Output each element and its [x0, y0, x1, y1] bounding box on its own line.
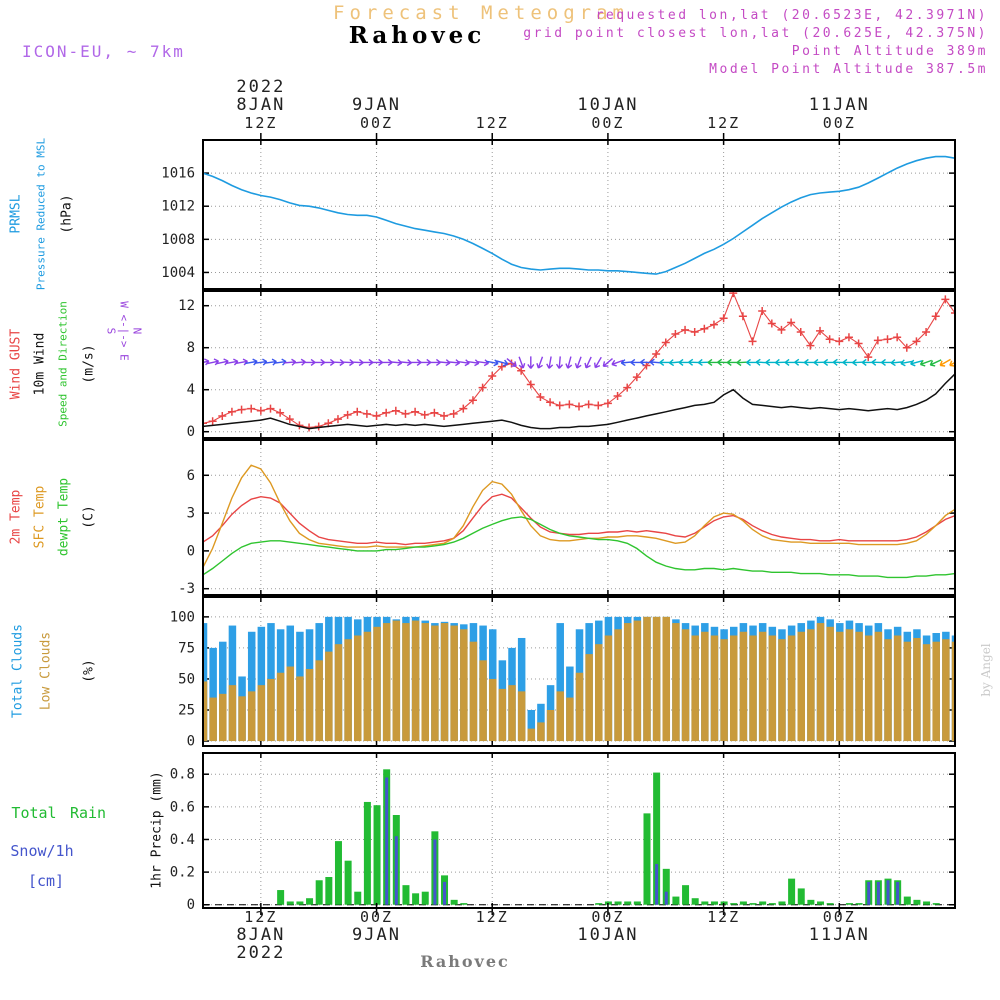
svg-text:10JAN: 10JAN	[577, 95, 638, 115]
svg-text:12Z: 12Z	[476, 114, 509, 132]
prmsl-line	[203, 155, 955, 275]
svg-text:0: 0	[187, 734, 195, 750]
svg-text:75: 75	[178, 640, 195, 656]
svg-text:00Z: 00Z	[360, 908, 393, 926]
svg-text:1016: 1016	[161, 166, 195, 182]
total-rain-label-2: Rain	[69, 804, 107, 822]
svg-text:8JAN: 8JAN	[236, 95, 285, 115]
svg-text:2022: 2022	[236, 77, 285, 97]
svg-text:12Z: 12Z	[244, 908, 277, 926]
svg-text:10JAN: 10JAN	[577, 925, 638, 945]
svg-text:00Z: 00Z	[823, 114, 856, 132]
station-title: Rahovec	[348, 22, 486, 49]
svg-text:00Z: 00Z	[360, 114, 393, 132]
svg-text:50: 50	[178, 671, 195, 687]
model-point-altitude: Model Point Altitude 387.5m	[709, 62, 988, 77]
cm-unit-label: [cm]	[27, 872, 65, 890]
snow-label: Snow/1h	[10, 842, 74, 860]
grid-point-coordinates: grid point closest lon,lat (20.625E, 42.…	[523, 26, 988, 41]
svg-text:0: 0	[187, 424, 195, 440]
svg-text:12Z: 12Z	[707, 908, 740, 926]
point-altitude: Point Altitude 389m	[791, 44, 988, 59]
requested-coordinates: requested lon,lat (20.6523E, 42.3971N)	[595, 8, 988, 23]
watermark: by Angel	[979, 643, 993, 697]
low-clouds-bars	[203, 616, 955, 742]
svg-text:9JAN: 9JAN	[352, 925, 401, 945]
svg-text:0: 0	[187, 897, 195, 913]
svg-text:100: 100	[170, 609, 195, 625]
svg-text:0: 0	[187, 543, 195, 559]
svg-text:11JAN: 11JAN	[809, 925, 870, 945]
footer-station-label: Rahovec	[420, 952, 510, 971]
svg-text:4: 4	[187, 382, 195, 398]
svg-text:0.8: 0.8	[170, 767, 195, 783]
sfc-temp-line	[203, 464, 955, 568]
svg-text:8: 8	[187, 340, 195, 356]
svg-text:12Z: 12Z	[476, 908, 509, 926]
svg-text:1004: 1004	[161, 265, 195, 281]
svg-text:11JAN: 11JAN	[809, 95, 870, 115]
svg-text:8JAN: 8JAN	[236, 925, 285, 945]
svg-text:1008: 1008	[161, 232, 195, 248]
precip-panel: 0 0.2 0.4 0.6 0.8	[170, 752, 956, 913]
svg-text:6: 6	[187, 468, 195, 484]
svg-text:3: 3	[187, 506, 195, 522]
model-label: ICON-EU, ~ 7km	[22, 42, 185, 61]
temp-2m-line	[203, 493, 955, 546]
svg-text:12: 12	[178, 298, 195, 314]
svg-text:1012: 1012	[161, 199, 195, 215]
wind-10m-line	[203, 373, 955, 430]
svg-text:2022: 2022	[236, 943, 285, 963]
snow-bars	[385, 777, 900, 905]
svg-text:00Z: 00Z	[591, 114, 624, 132]
svg-text:12Z: 12Z	[707, 114, 740, 132]
time-axis-bottom: 12Z 00Z 12Z 00Z 12Z 00Z 8JAN 9JAN 10JAN 11JAN 2022	[236, 908, 870, 963]
svg-text:0.2: 0.2	[170, 865, 195, 881]
svg-text:0.6: 0.6	[170, 799, 195, 815]
svg-text:00Z: 00Z	[823, 908, 856, 926]
svg-text:12Z: 12Z	[244, 114, 277, 132]
wind-direction-arrows	[203, 356, 955, 369]
svg-text:00Z: 00Z	[591, 908, 624, 926]
svg-text:25: 25	[178, 702, 195, 718]
svg-text:0.4: 0.4	[170, 832, 195, 848]
clouds-panel: 0 25 50 75 100	[170, 596, 956, 750]
pressure-panel: 1004 1008 1012 1016	[161, 139, 956, 290]
dewpt-temp-line	[203, 516, 955, 579]
wind-panel: 0 4 8 12	[178, 290, 956, 440]
total-rain-label-1: Total	[11, 804, 57, 822]
page-title: Forecast Meteogram	[333, 2, 629, 24]
svg-text:9JAN: 9JAN	[352, 95, 401, 115]
svg-text:-3: -3	[178, 581, 195, 597]
wind-gust-markers	[203, 290, 955, 432]
temp-panel: -3 0 3 6	[178, 439, 956, 597]
